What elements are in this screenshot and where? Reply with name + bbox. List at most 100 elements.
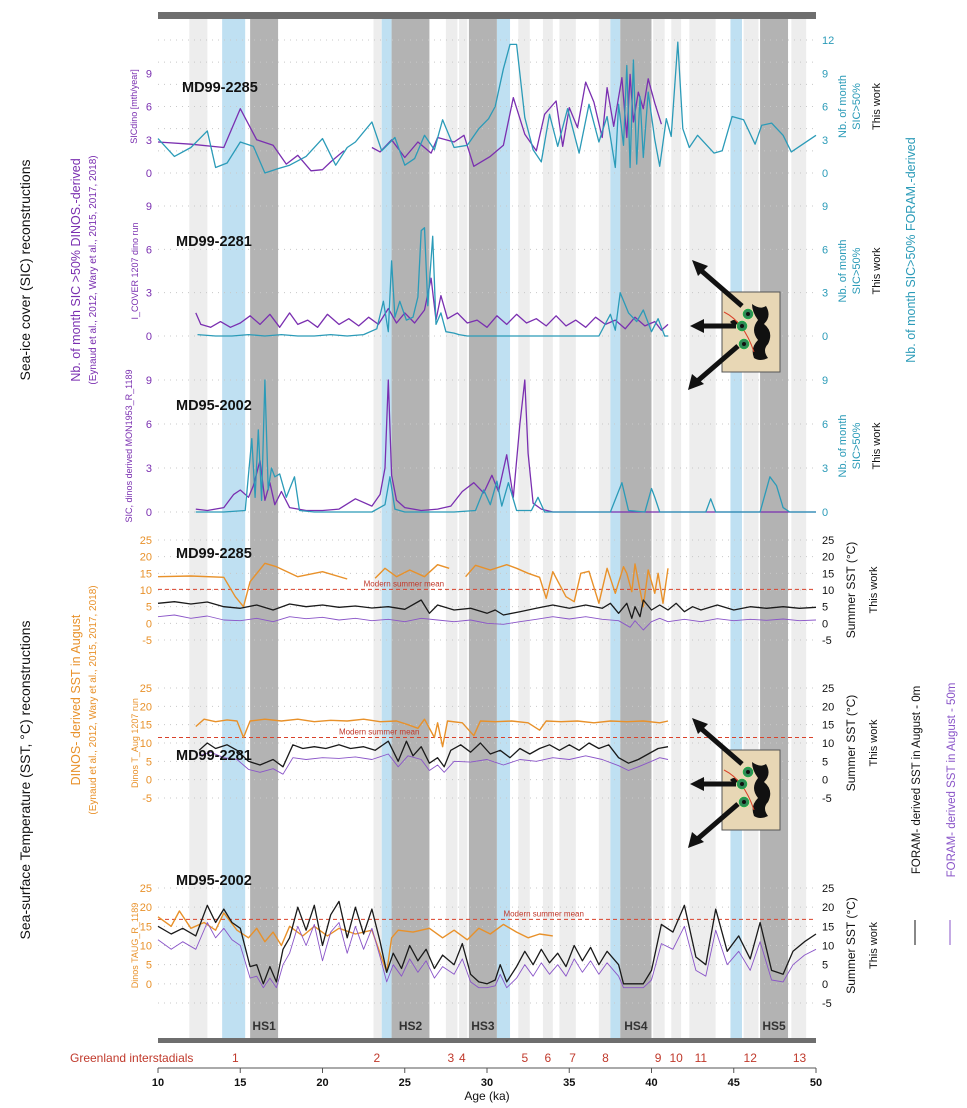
right-tick-label: 20 — [822, 701, 834, 713]
greenland-interstadials: Greenland interstadials 1 2 3 4 5 6 7 8 9 10 11 12 1… — [70, 1051, 807, 1065]
gi-number: 12 — [744, 1051, 758, 1065]
this-work-label: This work — [871, 82, 883, 130]
heinrich-label: HS3 — [471, 1019, 495, 1033]
right-tick-label: 3 — [822, 135, 828, 147]
interstadial-band — [445, 19, 458, 1038]
series-dino — [465, 563, 669, 608]
left-tick-label: 0 — [146, 775, 152, 787]
right-axis-label-1: Nb. of month — [837, 75, 849, 138]
sst-left-axis-title: DINOS- derived SST in August — [69, 614, 83, 785]
modern-mean-label: Modern summer mean — [339, 728, 419, 737]
core-label: MD99-2281 — [176, 748, 252, 764]
gi-number: 4 — [459, 1051, 466, 1065]
right-tick-label: 15 — [822, 921, 834, 933]
left-axis-label: Dinos TAUG_R_1189 — [130, 903, 140, 989]
right-axis-label: Summer SST (°C) — [844, 695, 858, 792]
series-foram_0m — [157, 599, 817, 619]
this-work-label: This work — [868, 719, 880, 767]
right-tick-label: 0 — [822, 979, 828, 991]
right-tick-label: 15 — [822, 720, 834, 732]
heinrich-label: HS2 — [399, 1019, 423, 1033]
right-tick-label: 20 — [822, 552, 834, 564]
left-tick-label: 0 — [146, 331, 152, 343]
left-tick-label: 20 — [140, 902, 152, 914]
heinrich-label: HS4 — [624, 1019, 648, 1033]
this-work-label: This work — [868, 566, 880, 614]
sic-left-axis-title: Nb. of month SIC >50% DINOS.-derived — [69, 158, 83, 381]
gi-number: 1 — [232, 1051, 239, 1065]
gi-title: Greenland interstadials — [70, 1051, 193, 1065]
left-tick-label: 9 — [146, 201, 152, 213]
series-foram_50m — [157, 922, 817, 989]
gi-number: 3 — [447, 1051, 454, 1065]
core-label: MD99-2285 — [182, 80, 258, 96]
x-tick-label: 20 — [316, 1077, 328, 1089]
gi-number: 5 — [521, 1051, 528, 1065]
heinrich-band — [250, 19, 279, 1038]
panel-md99-2281: 0 3 6 9 0 3 6 9 MD99-2281 I_COVER 1207 dino run Nb… — [130, 201, 883, 343]
left-tick-label: 10 — [140, 941, 152, 953]
panel-md99-2281: -5 0 5 10 15 20 25 -5 0 5 10 15 20 25 Modern summer me… — [130, 683, 880, 805]
right-tick-label: 0 — [822, 331, 828, 343]
sst-left-axis-sub: (Eynaud et al., 2012, Wary et al., 2015,… — [88, 585, 99, 814]
heinrich-label: HS1 — [252, 1019, 276, 1033]
series-foram_0m — [157, 900, 817, 985]
core-label: MD99-2285 — [176, 546, 252, 562]
right-axis-label-1: Nb. of month — [837, 415, 849, 478]
blue-band — [381, 19, 392, 1038]
right-tick-label: 9 — [822, 68, 828, 80]
x-axis: Age (ka) 10 15 20 25 30 35 40 45 50 — [152, 1067, 822, 1103]
right-tick-label: 5 — [822, 960, 828, 972]
left-tick-label: 20 — [140, 701, 152, 713]
gi-number: 2 — [373, 1051, 380, 1065]
panel-md95-2002: 0 3 6 9 0 3 6 9 MD95-2002 SIC, dinos derived MON1… — [124, 370, 883, 523]
blue-band — [610, 19, 621, 1038]
left-tick-label: 5 — [146, 960, 152, 972]
sst-section-title: Sea-surface Temperature (SST, °C) recons… — [17, 621, 33, 940]
left-tick-label: 0 — [146, 168, 152, 180]
series-dino — [157, 562, 348, 608]
series-dino — [374, 564, 450, 579]
right-tick-label: 5 — [822, 602, 828, 614]
left-tick-label: 25 — [140, 535, 152, 547]
interstadial-band — [689, 19, 716, 1038]
heinrich-band — [620, 19, 652, 1038]
gi-number: 7 — [569, 1051, 576, 1065]
left-axis-label: SICdino [mth/year] — [129, 69, 139, 144]
x-tick-label: 30 — [481, 1077, 493, 1089]
legend-purple-label: FORAM- derived SST in August - 50m — [946, 683, 958, 878]
core-label: MD99-2281 — [176, 234, 252, 250]
sic-section-title: Sea-ice cover (SIC) reconstructions — [17, 160, 33, 381]
heinrich-band — [468, 19, 497, 1038]
left-tick-label: 25 — [140, 683, 152, 695]
left-tick-label: 10 — [140, 738, 152, 750]
series-foram_0m — [198, 740, 669, 768]
core-location-maps — [688, 260, 781, 848]
gi-number: 9 — [655, 1051, 662, 1065]
right-tick-label: -5 — [822, 635, 832, 647]
left-tick-label: 9 — [146, 68, 152, 80]
modern-mean-label: Modern summer mean — [503, 909, 583, 918]
series-foram — [195, 379, 816, 513]
left-tick-label: 0 — [146, 979, 152, 991]
left-axis-label: SIC, dinos derived MON1953_R_1189 — [124, 370, 134, 523]
blue-band — [730, 19, 742, 1038]
right-tick-label: 6 — [822, 419, 828, 431]
interstadial-band — [189, 19, 208, 1038]
series-foram — [197, 227, 668, 337]
legend-black-label: FORAM- derived SST in August - 0m — [911, 686, 923, 874]
right-tick-label: 15 — [822, 568, 834, 580]
series-foram_50m — [157, 614, 817, 631]
core-label: MD95-2002 — [176, 873, 252, 889]
heinrich-band — [391, 19, 430, 1038]
series-dino — [157, 910, 553, 973]
gi-number: 6 — [545, 1051, 552, 1065]
left-tick-label: 9 — [146, 375, 152, 387]
left-tick-label: 0 — [146, 618, 152, 630]
left-tick-label: 3 — [146, 463, 152, 475]
panel-md99-2285: -5 0 5 10 15 20 25 -5 0 5 10 15 20 25 Modern summer me… — [140, 535, 880, 647]
left-tick-label: 6 — [146, 419, 152, 431]
x-tick-label: 50 — [810, 1077, 822, 1089]
left-tick-label: 15 — [140, 720, 152, 732]
x-tick-label: 15 — [234, 1077, 246, 1089]
